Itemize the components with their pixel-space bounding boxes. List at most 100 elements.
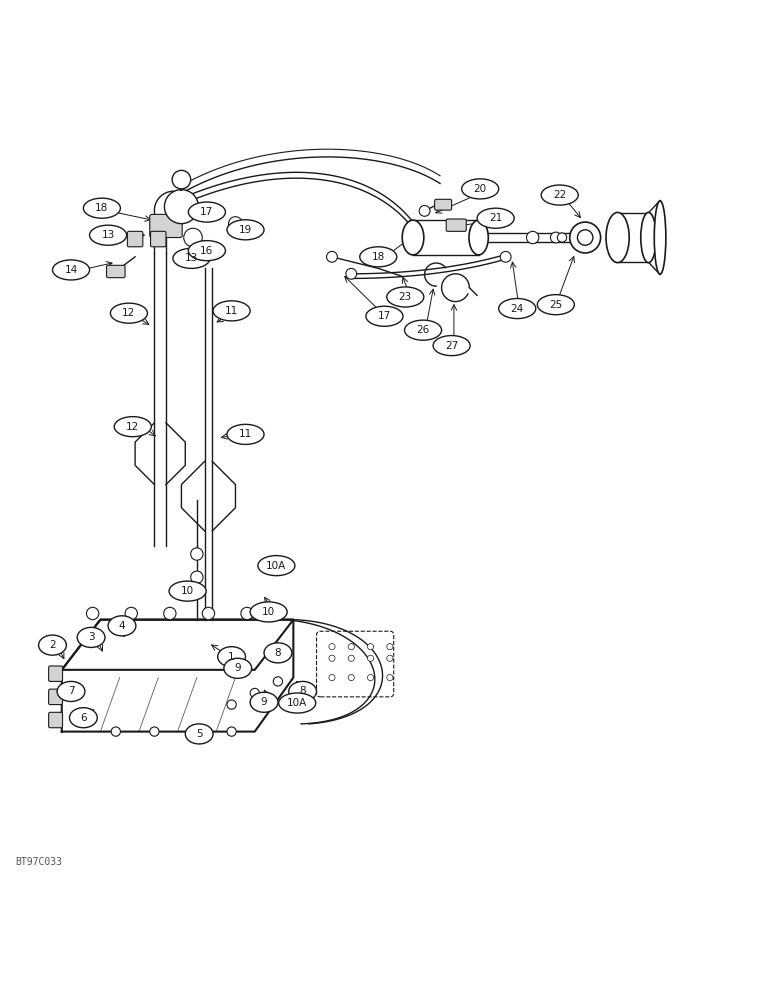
Ellipse shape [606, 212, 629, 263]
Ellipse shape [499, 299, 536, 319]
Ellipse shape [57, 681, 85, 701]
Text: 8: 8 [300, 686, 306, 696]
Ellipse shape [462, 179, 499, 199]
FancyBboxPatch shape [107, 265, 125, 278]
Ellipse shape [188, 202, 225, 222]
Text: 17: 17 [378, 311, 391, 321]
Ellipse shape [108, 616, 136, 636]
Ellipse shape [279, 693, 316, 713]
Circle shape [327, 251, 337, 262]
Ellipse shape [250, 692, 278, 712]
Ellipse shape [258, 556, 295, 576]
Ellipse shape [90, 225, 127, 245]
Text: 10A: 10A [266, 561, 286, 571]
Circle shape [86, 607, 99, 620]
Circle shape [348, 655, 354, 661]
Ellipse shape [541, 185, 578, 205]
Ellipse shape [469, 220, 488, 255]
Ellipse shape [402, 220, 424, 255]
Text: 11: 11 [239, 429, 252, 439]
Text: 8: 8 [275, 648, 281, 658]
Ellipse shape [77, 627, 105, 647]
Ellipse shape [39, 635, 66, 655]
Ellipse shape [227, 220, 264, 240]
Ellipse shape [110, 303, 147, 323]
Ellipse shape [387, 287, 424, 307]
Text: 16: 16 [200, 246, 214, 256]
Ellipse shape [169, 581, 206, 601]
Ellipse shape [655, 201, 665, 274]
Circle shape [241, 607, 253, 620]
FancyBboxPatch shape [49, 666, 63, 681]
Text: 17: 17 [200, 207, 214, 217]
Text: 22: 22 [553, 190, 567, 200]
Text: 13: 13 [185, 253, 198, 263]
Ellipse shape [289, 681, 317, 701]
Circle shape [387, 674, 393, 681]
Text: 13: 13 [101, 230, 115, 240]
FancyBboxPatch shape [49, 689, 63, 705]
Ellipse shape [173, 248, 210, 268]
Circle shape [387, 655, 393, 661]
Circle shape [227, 700, 236, 709]
Circle shape [111, 727, 120, 736]
Text: 4: 4 [119, 621, 125, 631]
Circle shape [125, 607, 137, 620]
FancyBboxPatch shape [150, 214, 182, 238]
Text: 6: 6 [80, 713, 86, 723]
Circle shape [202, 607, 215, 620]
Circle shape [191, 548, 203, 560]
Text: 9: 9 [235, 663, 241, 673]
Circle shape [419, 205, 430, 216]
Circle shape [229, 217, 242, 231]
Text: 14: 14 [64, 265, 78, 275]
Circle shape [184, 228, 202, 247]
Circle shape [329, 644, 335, 650]
Text: 7: 7 [68, 686, 74, 696]
Circle shape [329, 655, 335, 661]
Ellipse shape [641, 212, 656, 263]
FancyBboxPatch shape [151, 231, 166, 247]
Text: 25: 25 [549, 300, 563, 310]
Circle shape [150, 727, 159, 736]
Text: 9: 9 [261, 697, 267, 707]
Circle shape [172, 170, 191, 189]
Circle shape [527, 231, 539, 244]
Circle shape [191, 571, 203, 583]
Circle shape [188, 727, 198, 736]
Text: 24: 24 [510, 304, 524, 314]
Circle shape [329, 674, 335, 681]
Circle shape [367, 644, 374, 650]
Text: 18: 18 [95, 203, 109, 213]
Ellipse shape [188, 241, 225, 261]
Text: 10: 10 [181, 586, 195, 596]
FancyBboxPatch shape [49, 712, 63, 728]
Ellipse shape [213, 301, 250, 321]
Ellipse shape [114, 417, 151, 437]
Text: 12: 12 [122, 308, 136, 318]
Text: BT97C033: BT97C033 [15, 857, 63, 867]
Ellipse shape [218, 647, 245, 667]
Text: 20: 20 [473, 184, 487, 194]
Ellipse shape [69, 708, 97, 728]
Ellipse shape [537, 295, 574, 315]
Circle shape [348, 644, 354, 650]
Circle shape [550, 232, 561, 243]
Ellipse shape [366, 306, 403, 326]
FancyBboxPatch shape [446, 219, 466, 231]
FancyBboxPatch shape [127, 231, 143, 247]
Text: 12: 12 [126, 422, 140, 432]
Text: 10: 10 [262, 607, 276, 617]
Ellipse shape [433, 336, 470, 356]
Ellipse shape [83, 198, 120, 218]
Ellipse shape [52, 260, 90, 280]
Text: 23: 23 [398, 292, 412, 302]
Circle shape [250, 688, 259, 698]
Circle shape [570, 222, 601, 253]
Text: 5: 5 [196, 729, 202, 739]
FancyBboxPatch shape [435, 199, 452, 210]
Circle shape [387, 644, 393, 650]
Circle shape [227, 727, 236, 736]
Ellipse shape [185, 724, 213, 744]
Circle shape [577, 230, 593, 245]
